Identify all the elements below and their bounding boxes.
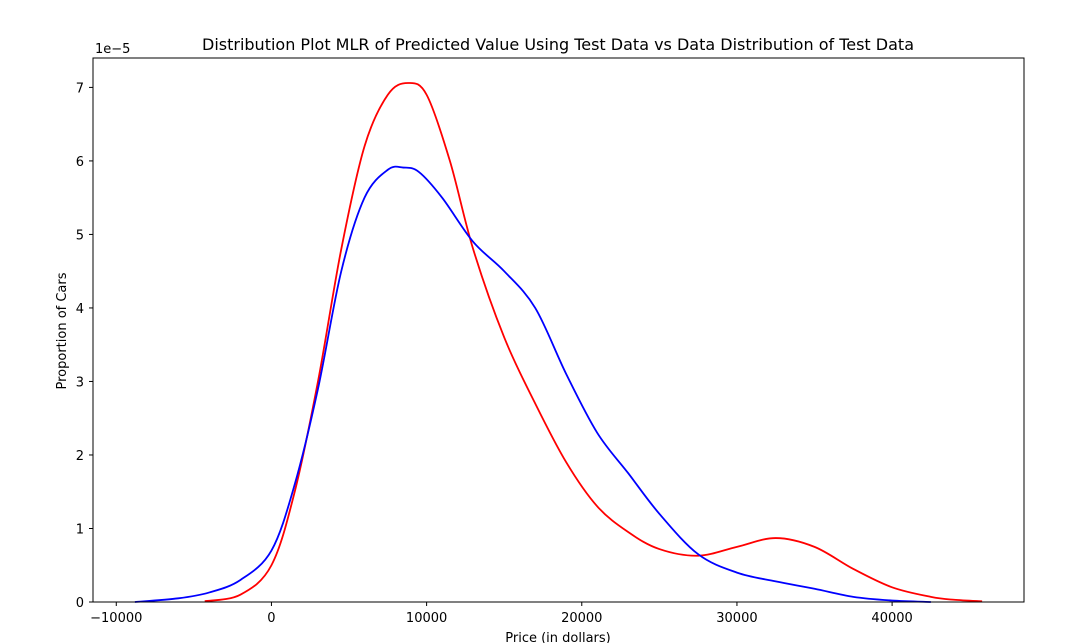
chart-title: Distribution Plot MLR of Predicted Value…	[202, 35, 914, 54]
y-tick-label: 5	[76, 228, 84, 243]
y-tick-label: 6	[76, 155, 84, 170]
x-tick-label: 40000	[871, 611, 912, 626]
x-tick-label: −10000	[90, 611, 142, 626]
y-axis-label: Proportion of Cars	[55, 272, 70, 389]
plot-frame	[92, 57, 1025, 603]
y-tick-label: 7	[76, 81, 84, 96]
x-tick-label: 30000	[716, 611, 757, 626]
x-tick-label: 0	[267, 611, 275, 626]
y-tick-label: 2	[76, 449, 84, 464]
y-tick-label: 0	[76, 596, 84, 611]
density-series-line-2	[134, 165, 931, 603]
y-tick-label: 4	[76, 302, 84, 317]
y-offset-label: 1e−5	[95, 42, 130, 57]
y-tick-label: 3	[76, 375, 84, 390]
density-series-line-1	[204, 82, 983, 603]
y-tick-label: 1	[76, 522, 84, 537]
plot-background	[93, 58, 1024, 602]
x-tick-label: 10000	[406, 611, 447, 626]
x-axis-label: Price (in dollars)	[505, 631, 611, 643]
x-tick-label: 20000	[561, 611, 602, 626]
